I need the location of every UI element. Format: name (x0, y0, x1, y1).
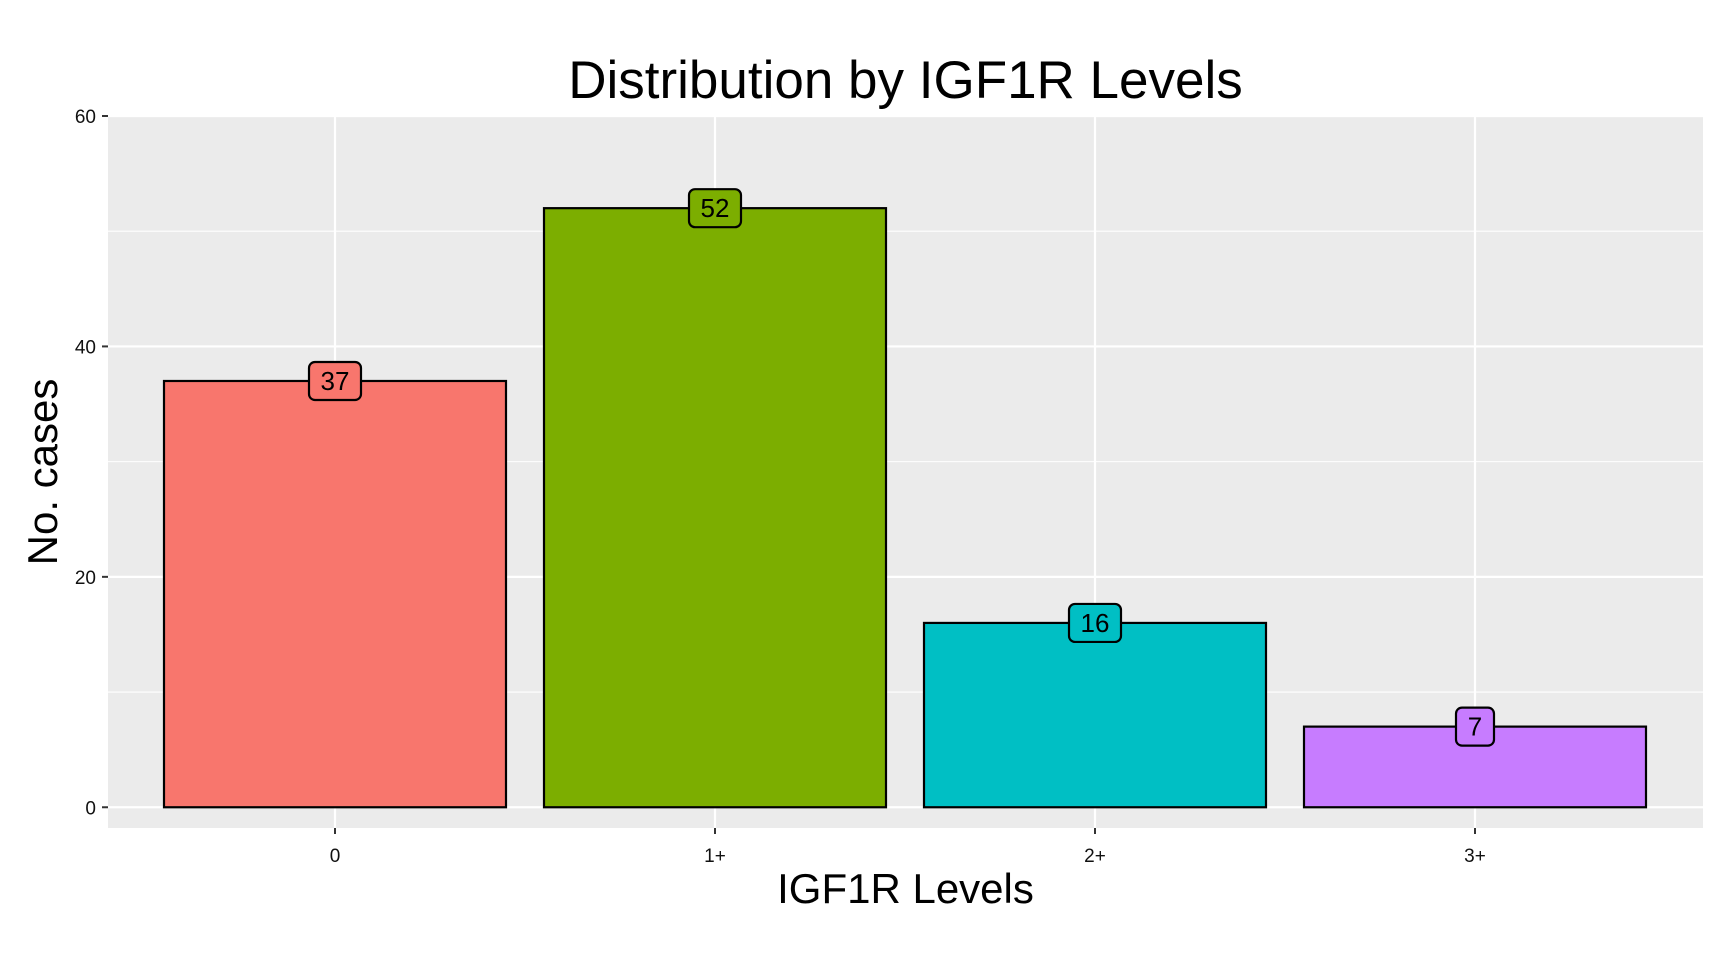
x-axis: 0 1+ 2+ 3+ (330, 828, 1486, 867)
data-label-box (307, 360, 363, 402)
y-tick-label: 20 (75, 568, 96, 589)
data-label-box (1067, 602, 1123, 644)
data-labels-group: 37 52 16 7 (307, 188, 1496, 747)
x-axis-title: IGF1R Levels (777, 865, 1034, 912)
chart-title: Distribution by IGF1R Levels (568, 51, 1243, 110)
x-tick-label: 3+ (1464, 846, 1486, 867)
data-label: 52 (701, 193, 730, 223)
bar-0 (162, 379, 508, 809)
y-tick-label: 60 (75, 107, 96, 128)
bar-2+ (922, 621, 1268, 809)
y-tick-label: 0 (85, 798, 96, 819)
data-label: 7 (1468, 712, 1482, 742)
y-axis: 0 20 40 60 (75, 107, 108, 819)
y-tick-label: 40 (75, 337, 96, 358)
bars-group (162, 207, 1648, 809)
bar-1+ (542, 207, 888, 809)
x-tick-label: 2+ (1084, 846, 1106, 867)
x-tick-label: 1+ (704, 846, 726, 867)
x-tick-label: 0 (330, 846, 341, 867)
data-label-box (687, 188, 743, 229)
data-label: 37 (321, 366, 350, 396)
y-axis-title: No. cases (19, 379, 66, 566)
data-label-box (1454, 706, 1496, 747)
data-label: 16 (1081, 608, 1110, 638)
